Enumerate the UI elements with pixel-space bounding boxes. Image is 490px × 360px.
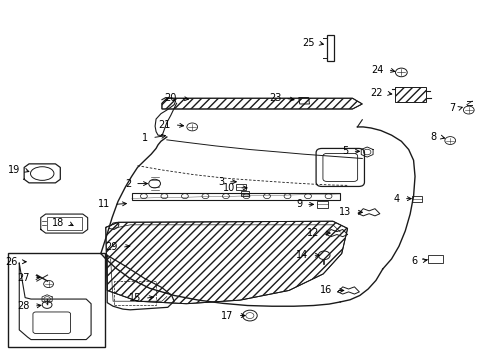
Text: 23: 23 <box>269 93 281 103</box>
Text: 28: 28 <box>18 301 30 311</box>
Text: 22: 22 <box>370 88 383 98</box>
Bar <box>241 191 249 196</box>
Text: 8: 8 <box>430 132 437 142</box>
Bar <box>132 193 340 200</box>
Text: 13: 13 <box>339 207 351 217</box>
Bar <box>8 253 105 347</box>
Text: 21: 21 <box>158 120 171 130</box>
Text: 5: 5 <box>343 146 348 156</box>
Text: 10: 10 <box>223 183 235 193</box>
Text: 19: 19 <box>8 165 20 175</box>
Bar <box>317 201 328 208</box>
Text: 15: 15 <box>128 293 141 303</box>
Bar <box>412 196 422 202</box>
Text: 1: 1 <box>142 133 148 143</box>
Bar <box>236 184 246 190</box>
Text: 26: 26 <box>5 257 17 267</box>
Text: 4: 4 <box>394 194 400 204</box>
Text: 25: 25 <box>302 38 315 48</box>
Text: 12: 12 <box>307 228 319 238</box>
Text: 18: 18 <box>52 218 64 228</box>
Bar <box>428 255 443 263</box>
Text: 9: 9 <box>296 199 302 210</box>
Text: 16: 16 <box>319 285 332 296</box>
Bar <box>327 35 334 61</box>
Text: 29: 29 <box>105 242 118 252</box>
Bar <box>114 282 156 305</box>
Text: 11: 11 <box>98 199 110 210</box>
Text: 20: 20 <box>164 93 176 103</box>
Text: 6: 6 <box>412 256 418 266</box>
Text: 14: 14 <box>296 250 309 260</box>
Text: 17: 17 <box>221 311 234 320</box>
Text: 2: 2 <box>125 179 131 189</box>
Text: 7: 7 <box>449 103 455 113</box>
Text: 24: 24 <box>371 64 384 75</box>
Text: 3: 3 <box>218 177 224 187</box>
Bar <box>47 217 82 230</box>
Text: 27: 27 <box>18 273 30 283</box>
